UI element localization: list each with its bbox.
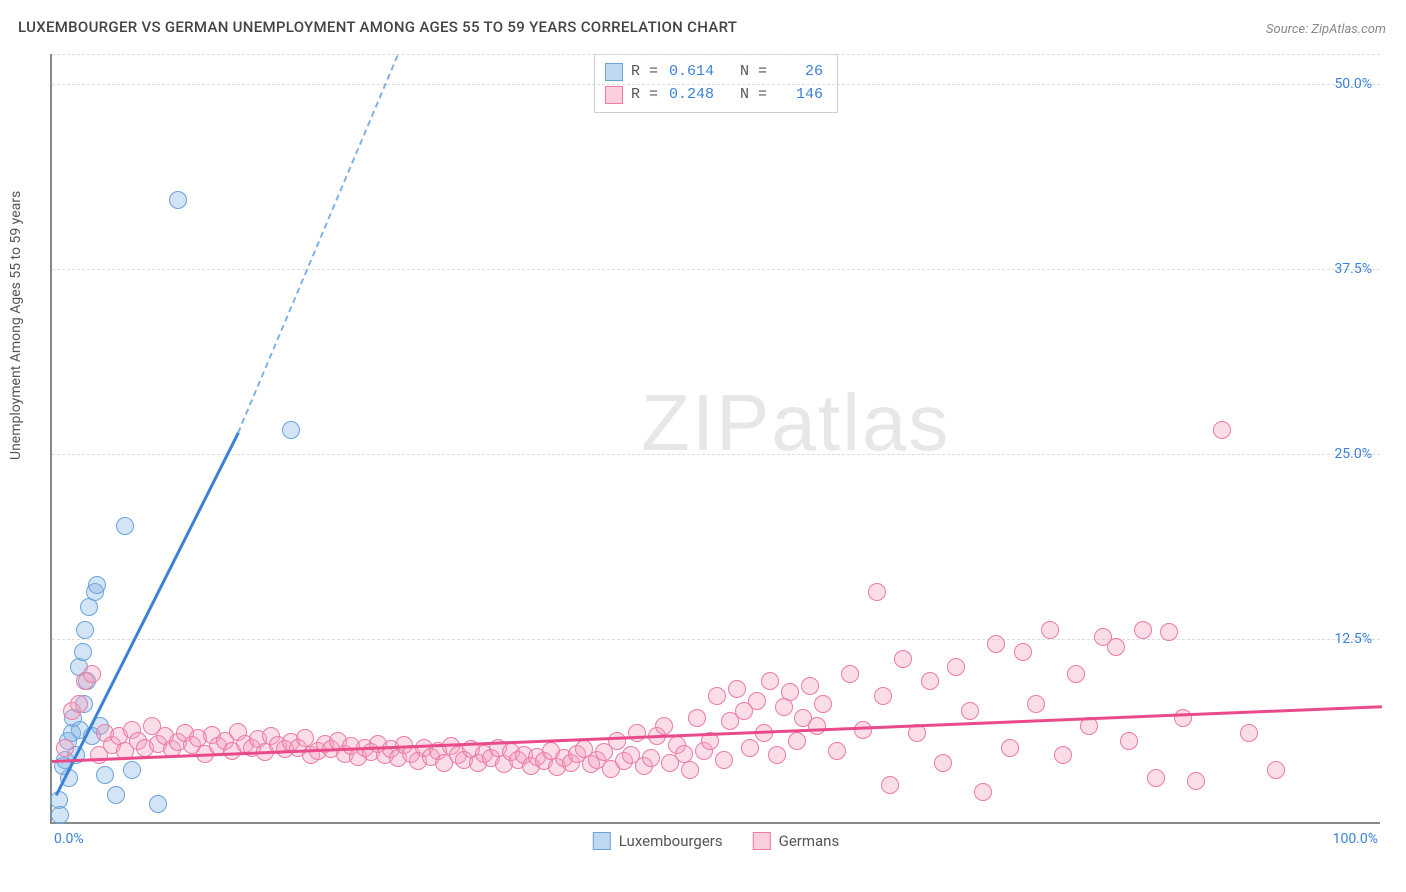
lux-trend-line-dashed xyxy=(237,55,398,433)
gridline xyxy=(52,454,1380,455)
y-tick-label: 37.5% xyxy=(1334,261,1372,277)
ger-swatch xyxy=(605,86,623,104)
ger-swatch xyxy=(753,832,771,850)
ger-marker xyxy=(1187,772,1205,790)
legend: Luxembourgers Germans xyxy=(593,832,839,850)
n-value: 26 xyxy=(775,61,823,84)
ger-marker xyxy=(974,783,992,801)
chart-title: LUXEMBOURGER VS GERMAN UNEMPLOYMENT AMON… xyxy=(18,18,737,36)
ger-marker xyxy=(854,721,872,739)
lux-marker xyxy=(51,806,69,824)
ger-marker xyxy=(741,739,759,757)
lux-marker xyxy=(76,621,94,639)
gridline xyxy=(52,269,1380,270)
ger-marker xyxy=(934,754,952,772)
r-label: R = xyxy=(631,84,658,107)
x-tick-label: 100.0% xyxy=(1333,831,1378,847)
ger-marker xyxy=(841,665,859,683)
ger-marker xyxy=(1027,695,1045,713)
y-tick-label: 12.5% xyxy=(1334,631,1372,647)
y-axis-label: Unemployment Among Ages 55 to 59 years xyxy=(8,191,24,460)
ger-marker xyxy=(56,739,74,757)
source-attribution: Source: ZipAtlas.com xyxy=(1266,22,1386,37)
ger-marker xyxy=(1001,739,1019,757)
ger-marker xyxy=(1054,746,1072,764)
ger-marker xyxy=(1067,665,1085,683)
ger-marker xyxy=(675,745,693,763)
ger-marker xyxy=(628,724,646,742)
ger-marker xyxy=(868,583,886,601)
lux-marker xyxy=(169,191,187,209)
ger-marker xyxy=(70,695,88,713)
r-value: 0.248 xyxy=(666,84,714,107)
n-value: 146 xyxy=(775,84,823,107)
watermark: ZIPatlas xyxy=(641,377,950,469)
lux-marker xyxy=(96,766,114,784)
lux-swatch xyxy=(593,832,611,850)
y-tick-label: 50.0% xyxy=(1334,76,1372,92)
ger-marker xyxy=(1120,732,1138,750)
ger-marker xyxy=(748,692,766,710)
ger-marker xyxy=(1174,709,1192,727)
legend-item-lux: Luxembourgers xyxy=(593,832,723,850)
ger-marker xyxy=(947,658,965,676)
lux-marker xyxy=(123,761,141,779)
n-label: N = xyxy=(722,84,767,107)
lux-marker xyxy=(116,517,134,535)
ger-marker xyxy=(814,695,832,713)
ger-marker xyxy=(761,672,779,690)
gridline xyxy=(52,54,1380,55)
ger-marker xyxy=(1240,724,1258,742)
ger-marker xyxy=(987,635,1005,653)
ger-marker xyxy=(894,650,912,668)
stats-row-ger: R = 0.248 N = 146 xyxy=(605,84,823,107)
legend-item-ger: Germans xyxy=(753,832,840,850)
ger-marker xyxy=(874,687,892,705)
ger-marker xyxy=(1014,643,1032,661)
lux-marker xyxy=(88,576,106,594)
ger-marker xyxy=(688,709,706,727)
ger-marker xyxy=(708,687,726,705)
lux-marker xyxy=(107,786,125,804)
lux-swatch xyxy=(605,63,623,81)
stats-row-lux: R = 0.614 N = 26 xyxy=(605,61,823,84)
ger-marker xyxy=(655,717,673,735)
plot-area: ZIPatlas R =0.614 N =26R =0.248 N =146 L… xyxy=(50,54,1380,824)
n-label: N = xyxy=(722,61,767,84)
ger-marker xyxy=(921,672,939,690)
ger-marker xyxy=(1213,421,1231,439)
ger-marker xyxy=(1160,623,1178,641)
ger-marker xyxy=(681,761,699,779)
gridline xyxy=(52,84,1380,85)
lux-marker xyxy=(282,421,300,439)
ger-marker xyxy=(768,746,786,764)
x-tick-label: 0.0% xyxy=(54,831,84,847)
ger-marker xyxy=(1107,638,1125,656)
ger-marker xyxy=(801,677,819,695)
ger-marker xyxy=(728,680,746,698)
ger-marker xyxy=(1147,769,1165,787)
ger-marker xyxy=(715,751,733,769)
ger-marker xyxy=(881,776,899,794)
ger-marker xyxy=(1267,761,1285,779)
ger-marker xyxy=(808,717,826,735)
ger-marker xyxy=(83,665,101,683)
ger-marker xyxy=(961,702,979,720)
y-tick-label: 25.0% xyxy=(1334,446,1372,462)
ger-marker xyxy=(781,683,799,701)
ger-marker xyxy=(828,742,846,760)
ger-marker xyxy=(1041,621,1059,639)
ger-marker xyxy=(608,732,626,750)
ger-marker xyxy=(788,732,806,750)
legend-label: Luxembourgers xyxy=(619,832,723,850)
lux-marker xyxy=(74,643,92,661)
ger-marker xyxy=(642,749,660,767)
lux-marker xyxy=(149,795,167,813)
legend-label: Germans xyxy=(779,832,840,850)
r-value: 0.614 xyxy=(666,61,714,84)
ger-marker xyxy=(1134,621,1152,639)
r-label: R = xyxy=(631,61,658,84)
gridline xyxy=(52,639,1380,640)
